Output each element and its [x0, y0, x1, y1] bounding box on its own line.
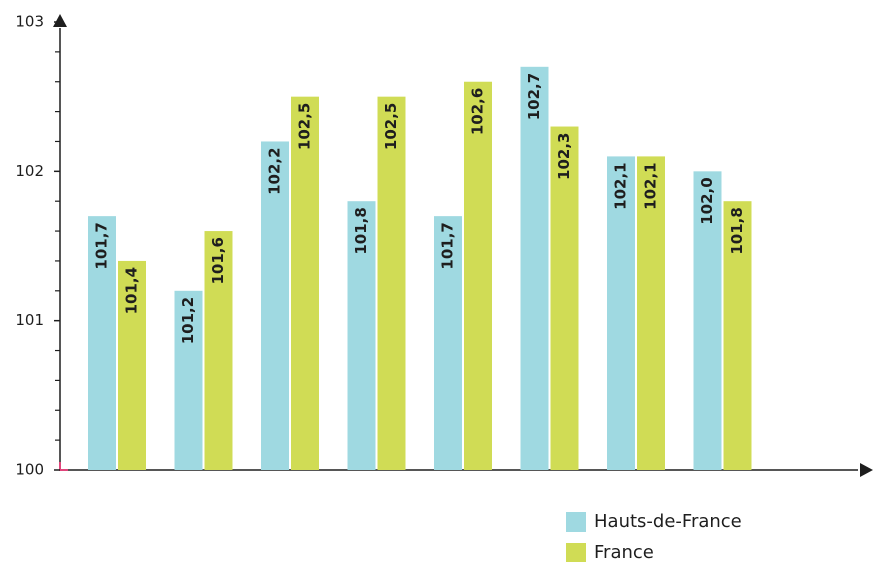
y-tick-label: 102 — [15, 162, 44, 180]
legend-label: France — [594, 542, 654, 562]
value-label: 102,1 — [642, 162, 660, 209]
value-label: 102,5 — [382, 103, 400, 150]
value-label: 101,2 — [179, 297, 197, 344]
value-label: 102,7 — [525, 73, 543, 120]
bar — [261, 141, 289, 470]
legend-label: Hauts-de-France — [594, 511, 742, 532]
bar — [693, 171, 722, 471]
value-label: 102,1 — [612, 162, 630, 209]
y-tick-label: 103 — [15, 13, 44, 31]
value-label: 102,6 — [469, 88, 487, 135]
bar — [723, 201, 752, 470]
bar — [204, 231, 233, 470]
bar — [377, 96, 406, 471]
bar — [118, 260, 146, 470]
value-label: 101,8 — [728, 207, 746, 254]
bar — [607, 156, 635, 470]
value-label: 102,2 — [266, 147, 284, 194]
value-label: 101,8 — [352, 207, 370, 254]
value-label: 102,0 — [698, 177, 716, 224]
y-tick-label: 101 — [15, 311, 44, 329]
bar — [347, 201, 376, 470]
value-label: 101,4 — [123, 267, 141, 314]
bar — [520, 66, 549, 471]
bar — [88, 216, 116, 470]
y-tick-label: 100 — [15, 461, 44, 479]
value-label: 101,7 — [93, 222, 111, 269]
value-label: 101,7 — [439, 222, 457, 269]
bar — [291, 96, 319, 471]
legend-swatch — [566, 543, 586, 562]
value-label: 102,3 — [555, 133, 573, 180]
bar — [637, 156, 665, 470]
bar — [550, 126, 579, 471]
bar — [434, 216, 462, 470]
value-label: 101,6 — [209, 237, 227, 284]
legend-swatch — [566, 512, 586, 532]
origin-corner — [59, 462, 68, 471]
value-label: 102,5 — [296, 103, 314, 150]
bar — [174, 290, 203, 470]
y-axis-arrow — [53, 14, 67, 27]
x-axis-arrow — [860, 463, 873, 477]
bar — [464, 81, 492, 470]
